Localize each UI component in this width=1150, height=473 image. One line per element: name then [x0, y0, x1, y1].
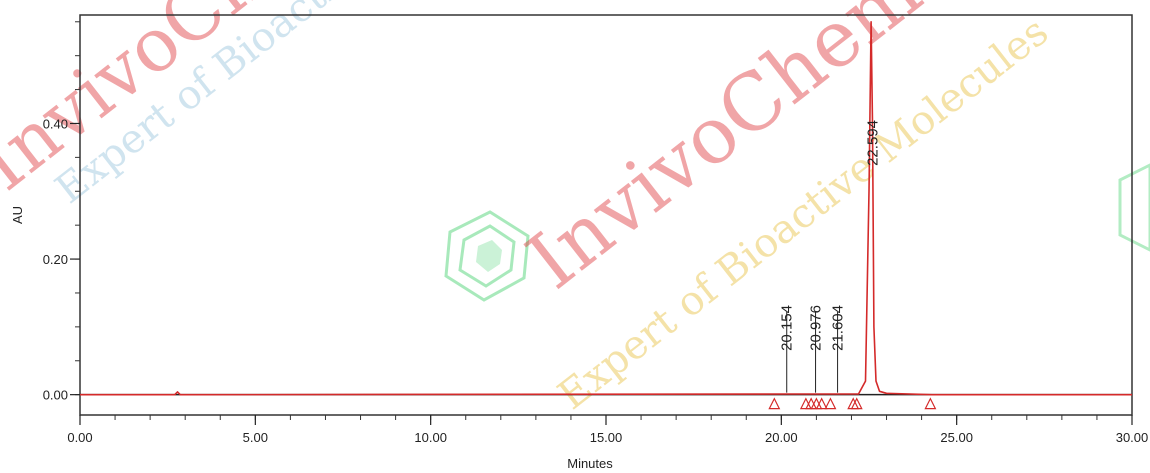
integration-marker: [810, 397, 823, 410]
integration-marker: [824, 397, 837, 410]
series-layer: [80, 20, 1132, 396]
integration-marker: [815, 397, 828, 410]
x-tick-label: 15.00: [590, 430, 623, 445]
chromatogram-trace: [80, 20, 1132, 396]
x-tick-label: 5.00: [243, 430, 268, 445]
integration-marker: [847, 397, 860, 410]
y-tick-label: 0.20: [43, 252, 68, 267]
integration-marker: [768, 397, 781, 410]
watermark: InvivoChem Expert of Bioactive Molecules…: [0, 0, 1150, 419]
y-tick-label: 0.40: [43, 116, 68, 131]
integration-marker: [850, 397, 863, 410]
logo-mark-right: [1118, 163, 1150, 252]
integration-markers: [768, 397, 937, 410]
x-tick-label: 10.00: [414, 430, 447, 445]
peak-label: 22.594: [864, 120, 881, 166]
integration-marker: [799, 397, 812, 410]
x-tick-label: 25.00: [940, 430, 973, 445]
x-tick-label: 30.00: [1116, 430, 1149, 445]
x-axis-title: Minutes: [567, 456, 613, 471]
y-axis-title: AU: [10, 206, 25, 224]
x-axis: 0.00 5.00 10.00 15.00 20.00 25.00 30.00: [67, 415, 1148, 445]
integration-marker: [805, 397, 818, 410]
logo-mark: [444, 210, 530, 302]
integration-marker: [924, 397, 937, 410]
x-tick-label: 0.00: [67, 430, 92, 445]
y-axis: 0.00 0.20 0.40: [43, 116, 80, 403]
x-tick-label: 20.00: [765, 430, 798, 445]
y-tick-label: 0.00: [43, 388, 68, 403]
